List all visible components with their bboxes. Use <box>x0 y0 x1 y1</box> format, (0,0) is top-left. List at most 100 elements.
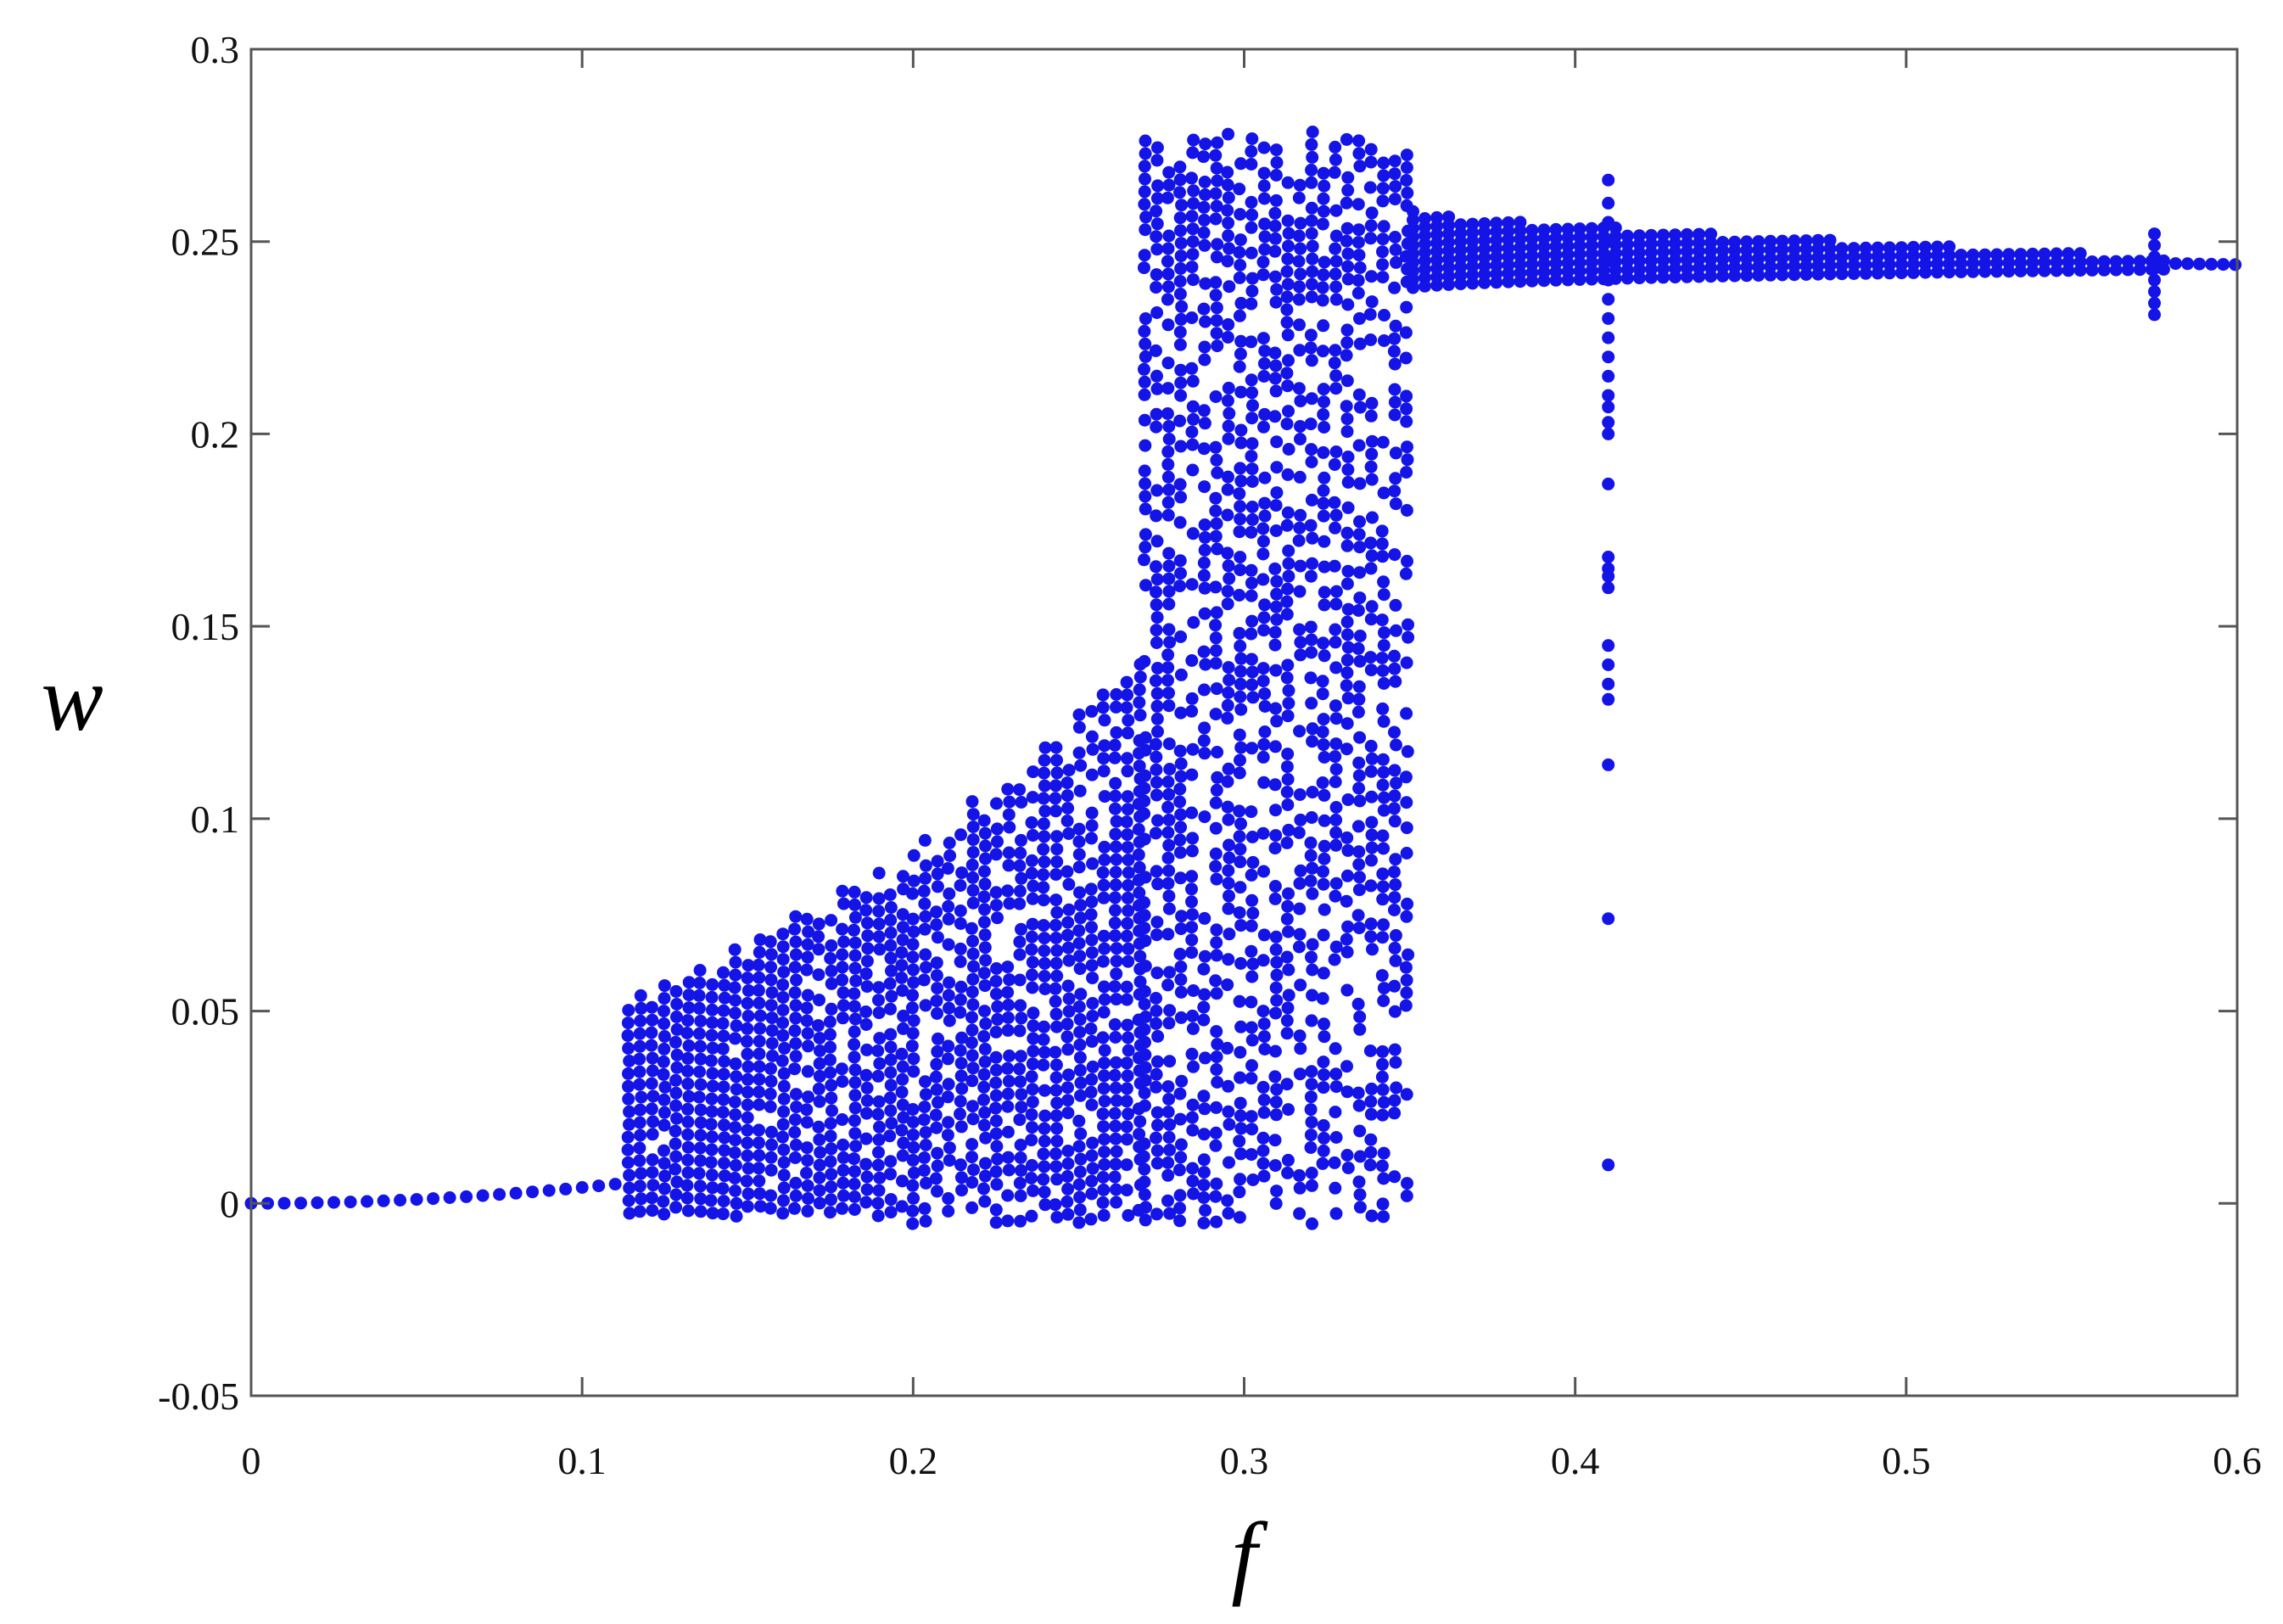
data-point <box>645 1191 658 1205</box>
data-point <box>728 1095 741 1109</box>
data-point <box>1399 960 1413 974</box>
data-point <box>1061 916 1075 929</box>
data-point <box>1318 649 1331 663</box>
data-point <box>1282 227 1295 240</box>
data-point <box>729 1159 742 1172</box>
data-point <box>1150 636 1163 649</box>
data-point <box>1269 295 1283 309</box>
data-point <box>836 1113 849 1126</box>
data-point <box>777 1079 791 1093</box>
data-point <box>919 960 932 974</box>
data-point <box>1139 1213 1152 1227</box>
data-point <box>1198 213 1211 227</box>
data-point <box>943 1014 956 1028</box>
data-point <box>800 963 814 977</box>
data-point <box>1038 753 1051 767</box>
data-point <box>1186 146 1200 160</box>
data-point <box>1281 748 1295 761</box>
data-point <box>848 1101 862 1115</box>
data-point <box>1281 658 1295 672</box>
data-point <box>954 1120 968 1134</box>
data-point <box>704 1194 718 1207</box>
data-point <box>977 916 991 929</box>
data-point <box>1352 921 1366 935</box>
data-point <box>1037 1033 1050 1046</box>
data-point <box>1388 979 1402 993</box>
data-point <box>1305 1078 1318 1091</box>
data-point <box>978 979 992 993</box>
data-point <box>717 1080 730 1094</box>
data-point <box>965 1138 979 1151</box>
data-point <box>718 978 731 992</box>
data-point <box>1062 1005 1076 1018</box>
data-point <box>635 1001 648 1015</box>
data-point <box>1234 753 1246 767</box>
data-point <box>1352 1175 1366 1189</box>
data-point <box>1317 192 1330 205</box>
data-point <box>1098 714 1111 727</box>
data-point <box>1139 731 1152 744</box>
data-point <box>1209 708 1223 721</box>
data-point <box>1185 1111 1199 1124</box>
data-point <box>1246 906 1260 920</box>
data-point <box>1085 1072 1099 1086</box>
data-point <box>1222 953 1235 966</box>
data-point <box>907 925 920 938</box>
data-point <box>1027 1032 1040 1045</box>
data-point <box>837 1163 850 1177</box>
data-point <box>1280 367 1294 380</box>
data-point <box>1318 788 1331 802</box>
data-point <box>872 866 886 880</box>
data-point <box>801 950 814 964</box>
data-point <box>977 890 991 904</box>
data-point <box>1120 1184 1133 1197</box>
data-point <box>1305 456 1318 468</box>
data-point <box>1097 1069 1111 1083</box>
data-point <box>1306 861 1319 875</box>
data-point <box>788 1126 802 1139</box>
data-point <box>1086 857 1100 871</box>
data-point <box>1293 1067 1307 1081</box>
data-point <box>717 1156 730 1170</box>
data-point <box>1151 814 1164 827</box>
data-point <box>1110 993 1123 1006</box>
data-point <box>1222 470 1234 484</box>
data-point <box>848 910 862 924</box>
data-point <box>1353 400 1367 414</box>
data-point <box>1281 709 1295 723</box>
data-point <box>1376 778 1390 792</box>
data-point <box>1072 1114 1086 1128</box>
data-point <box>741 1098 754 1112</box>
data-point <box>1163 1143 1177 1156</box>
data-point <box>837 1189 850 1202</box>
data-point <box>1161 496 1175 509</box>
data-point <box>729 1006 741 1020</box>
data-point <box>1376 931 1390 944</box>
data-point <box>1293 1181 1307 1195</box>
data-point <box>1268 244 1282 258</box>
data-point <box>1211 542 1224 556</box>
data-point <box>883 1129 897 1143</box>
data-point <box>1150 230 1163 244</box>
data-point <box>1062 827 1076 840</box>
data-point <box>1318 471 1331 484</box>
data-point <box>802 1090 814 1104</box>
data-point <box>1197 442 1211 456</box>
data-point <box>1281 899 1295 913</box>
data-point <box>1280 303 1294 316</box>
data-point <box>1329 242 1342 255</box>
data-point <box>871 1044 885 1057</box>
data-point <box>1086 1060 1100 1073</box>
data-point <box>965 985 979 999</box>
data-point <box>1245 995 1258 1009</box>
data-point <box>1602 254 1615 267</box>
data-point <box>752 1162 765 1175</box>
data-point <box>1173 554 1187 568</box>
data-point <box>1223 889 1235 903</box>
data-point <box>1377 804 1391 817</box>
data-point <box>716 1106 730 1119</box>
data-point <box>1304 848 1318 862</box>
data-point <box>1138 413 1151 427</box>
data-point <box>907 848 920 862</box>
data-point <box>896 984 909 997</box>
